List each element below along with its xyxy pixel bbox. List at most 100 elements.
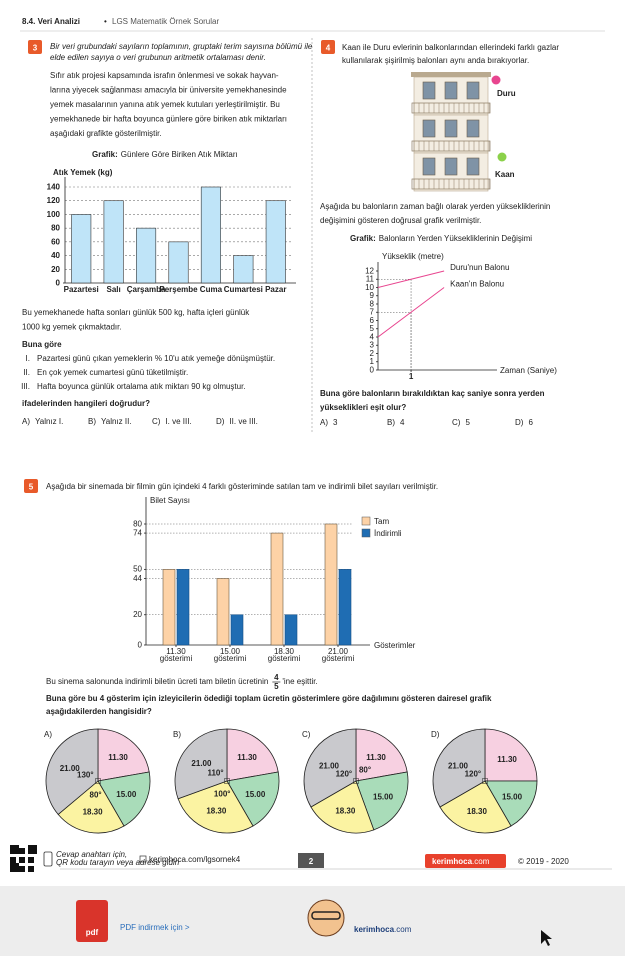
paragraph-line: aşağıdaki grafikte gösterilmiştir.: [50, 129, 162, 138]
question-stem: yükseklikleri eşit olur?: [320, 403, 406, 412]
pie-slice: [57, 780, 125, 834]
slice-label: 11.30: [366, 753, 386, 762]
figure-label: Kaan: [495, 170, 515, 179]
qr-cell: [34, 848, 37, 851]
option-text: I. ve III.: [165, 417, 191, 426]
center-mark: [224, 778, 230, 784]
question-stem: aşağıdakilerden hangisidir?: [46, 707, 152, 716]
x-tick-label: 11.30: [166, 647, 186, 656]
question-badge: [321, 40, 335, 54]
x-tick-label: gösterimi: [268, 654, 301, 663]
statement-number: I.: [26, 354, 30, 363]
bar: [136, 227, 157, 284]
x-tick-label: gösterimi: [322, 654, 355, 663]
bar: [284, 614, 298, 646]
qr-cell: [16, 848, 19, 851]
mascot: [307, 899, 345, 937]
qr-cell: [13, 869, 16, 872]
x-tick-label: Pazartesi: [64, 285, 99, 294]
window: [466, 81, 480, 100]
x-tick-label: Salı: [107, 285, 121, 294]
bar: [230, 614, 244, 646]
option-letter: D): [431, 730, 440, 739]
question-stem: ifadelerinden hangileri doğrudur?: [22, 399, 150, 408]
bar: [176, 569, 190, 646]
window: [444, 81, 458, 100]
center-mark: [353, 778, 359, 784]
qr-cell: [19, 860, 22, 863]
qr-cell: [22, 860, 25, 863]
qr-cell: [31, 866, 34, 869]
bar: [338, 569, 352, 646]
bar: [162, 569, 176, 646]
option-letter: A): [22, 417, 30, 426]
y-tick-label: 0: [138, 640, 143, 649]
qr-cell: [19, 869, 22, 872]
option-text: Yalnız II.: [101, 417, 132, 426]
qr-cell: [34, 845, 37, 848]
qr-cell: [34, 851, 37, 854]
brand-name: kerimhoca: [432, 857, 473, 866]
qr-cell: [10, 860, 13, 863]
banner-text: PDF indirmek için >: [120, 923, 190, 932]
note-text: 'ine eşittir.: [282, 677, 317, 686]
bar: [324, 523, 338, 646]
y-tick-label: 12: [365, 266, 374, 275]
chart-title-prefix: Grafik:: [92, 150, 118, 159]
option-letter: B): [387, 418, 395, 427]
qr-cell: [31, 845, 34, 848]
x-axis-label: Zaman (Saniye): [500, 366, 557, 375]
question-number: 5: [29, 483, 34, 492]
angle-label: 110°: [207, 768, 223, 777]
slice-label: 11.30: [497, 755, 517, 764]
qr-cell: [22, 869, 25, 872]
x-tick-label: gösterimi: [160, 654, 193, 663]
option-text: 3: [333, 418, 338, 427]
pie-slice: [226, 771, 280, 827]
qr-cell: [31, 851, 34, 854]
window: [444, 157, 458, 176]
phone-icon: [43, 851, 53, 867]
y-tick-label: 10: [365, 283, 374, 292]
angle-label: 80°: [90, 790, 102, 799]
x-tick-label: 15.00: [220, 647, 241, 656]
question-badge: [28, 40, 42, 54]
y-tick-label: 11: [366, 275, 375, 284]
option-letter: D): [515, 418, 524, 427]
qr-cell: [13, 866, 16, 869]
angle-label: 80°: [359, 766, 371, 775]
fraction-numerator: 4: [274, 673, 279, 682]
question-number: 4: [326, 44, 331, 53]
definition-line: elde edilen sayıya o veri grubunun aritm…: [50, 53, 266, 62]
series-label: Duru'nun Balonu: [450, 263, 509, 272]
angle-label: 100°: [214, 790, 231, 799]
y-tick-label: 0: [370, 365, 375, 374]
legend-swatch: [361, 528, 371, 538]
y-tick-label: 9: [370, 291, 375, 300]
qr-cell: [19, 857, 22, 860]
pie-slice: [439, 780, 512, 834]
qr-cell: [22, 851, 25, 854]
slice-label: 18.30: [83, 808, 104, 817]
bar: [103, 200, 124, 284]
qr-cell: [16, 863, 19, 866]
slice-label: 15.00: [373, 793, 394, 802]
info-line: Bu yemekhanede hafta sonları günlük 500 …: [22, 308, 250, 317]
footer-brand: kerimhoca.com: [432, 857, 490, 866]
brand-tld: .com: [472, 857, 490, 866]
qr-cell: [10, 866, 13, 869]
question-stem: Buna göre balonların bırakıldıktan kaç s…: [320, 389, 545, 398]
qr-cell: [13, 851, 16, 854]
page-number-box: [298, 853, 324, 868]
y-tick-label: 44: [133, 574, 142, 583]
qr-cell: [13, 863, 16, 866]
statement-text: Pazartesi günü çıkan yemeklerin % 10'u a…: [37, 354, 275, 363]
qr-cell: [22, 866, 25, 869]
x-tick-label: 21.00: [328, 647, 349, 656]
pie-slice: [484, 728, 538, 782]
y-tick-label: 3: [370, 341, 375, 350]
slice-label: 21.00: [448, 761, 469, 770]
check-icon: [139, 855, 147, 863]
qr-cell: [31, 857, 34, 860]
x-axis-label: Gösterimler: [374, 641, 416, 650]
